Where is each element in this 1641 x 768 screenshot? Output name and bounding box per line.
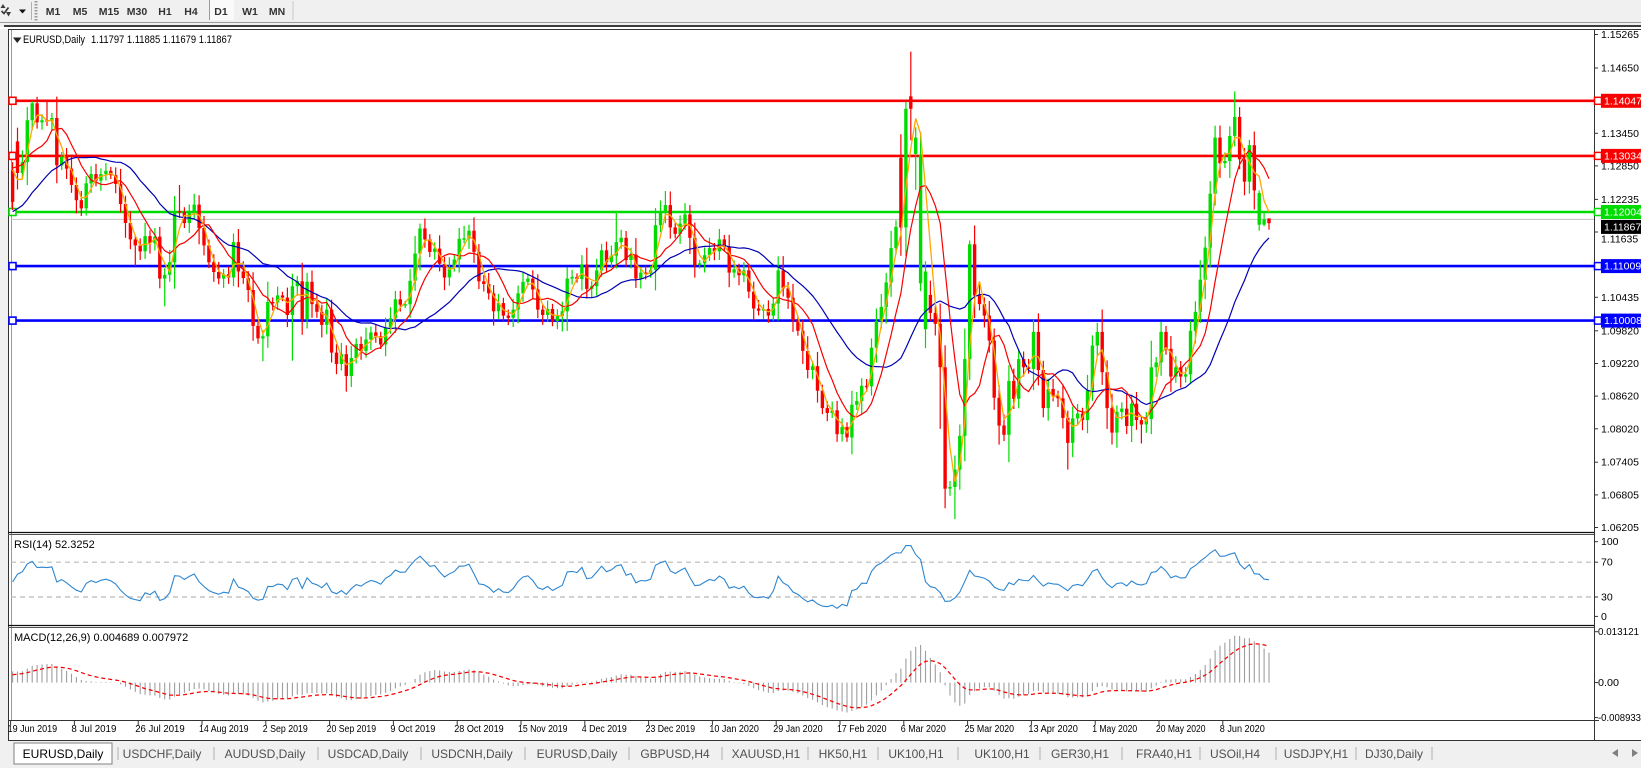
svg-text:1.12004: 1.12004 xyxy=(1604,207,1641,219)
svg-text:UK100,H1: UK100,H1 xyxy=(974,747,1030,761)
svg-text:GER30,H1: GER30,H1 xyxy=(1051,747,1109,761)
svg-text:70: 70 xyxy=(1601,557,1613,569)
svg-text:1.10008: 1.10008 xyxy=(1604,315,1641,327)
svg-text:1.09220: 1.09220 xyxy=(1601,358,1639,370)
svg-text:1.10435: 1.10435 xyxy=(1601,292,1639,304)
svg-text:6 Mar 2020: 6 Mar 2020 xyxy=(901,724,946,735)
svg-text:M1: M1 xyxy=(46,6,61,18)
svg-text:1.09820: 1.09820 xyxy=(1601,325,1639,337)
svg-text:-0.008933: -0.008933 xyxy=(1598,712,1641,724)
svg-text:100: 100 xyxy=(1601,536,1619,548)
svg-text:9 Oct 2019: 9 Oct 2019 xyxy=(390,724,435,735)
svg-text:30: 30 xyxy=(1601,592,1613,604)
svg-text:USDCHF,Daily: USDCHF,Daily xyxy=(123,747,202,761)
svg-text:EURUSD,Daily: EURUSD,Daily xyxy=(537,747,618,761)
svg-text:15 Nov 2019: 15 Nov 2019 xyxy=(518,724,568,735)
svg-text:RSI(14) 52.3252: RSI(14) 52.3252 xyxy=(14,539,95,551)
svg-text:HK50,H1: HK50,H1 xyxy=(819,747,868,761)
svg-text:M15: M15 xyxy=(99,6,120,18)
svg-text:10 Jan 2020: 10 Jan 2020 xyxy=(709,724,759,735)
svg-text:13 Apr 2020: 13 Apr 2020 xyxy=(1028,724,1078,735)
svg-text:1.11635: 1.11635 xyxy=(1601,234,1638,246)
svg-text:1.08620: 1.08620 xyxy=(1601,391,1639,403)
svg-text:USDCAD,Daily: USDCAD,Daily xyxy=(328,747,409,761)
svg-text:1.12235: 1.12235 xyxy=(1601,194,1639,206)
svg-text:USOil,H4: USOil,H4 xyxy=(1210,747,1260,761)
svg-text:FRA40,H1: FRA40,H1 xyxy=(1136,747,1192,761)
svg-text:20 May 2020: 20 May 2020 xyxy=(1156,724,1206,735)
svg-text:GBPUSD,H4: GBPUSD,H4 xyxy=(640,747,710,761)
svg-text:17 Feb 2020: 17 Feb 2020 xyxy=(837,724,887,735)
svg-text:1.11009: 1.11009 xyxy=(1604,261,1641,273)
svg-text:XAUUSD,H1: XAUUSD,H1 xyxy=(732,747,801,761)
svg-text:USDCNH,Daily: USDCNH,Daily xyxy=(431,747,512,761)
svg-text:1.13034: 1.13034 xyxy=(1604,150,1641,162)
svg-text:1.07405: 1.07405 xyxy=(1601,457,1639,469)
svg-text:8 Jul 2019: 8 Jul 2019 xyxy=(71,724,116,735)
svg-text:AUDUSD,Daily: AUDUSD,Daily xyxy=(225,747,306,761)
svg-text:8 Jun 2020: 8 Jun 2020 xyxy=(1220,724,1265,735)
svg-text:1.12850: 1.12850 xyxy=(1601,160,1639,172)
svg-text:14 Aug 2019: 14 Aug 2019 xyxy=(199,724,249,735)
svg-text:28 Oct 2019: 28 Oct 2019 xyxy=(454,724,504,735)
svg-text:M30: M30 xyxy=(127,6,148,18)
svg-text:DJ30,Daily: DJ30,Daily xyxy=(1365,747,1423,761)
svg-text:2 Sep 2019: 2 Sep 2019 xyxy=(263,724,308,735)
svg-text:1.06805: 1.06805 xyxy=(1601,489,1639,501)
svg-text:1.11797 1.11885 1.11679 1.1186: 1.11797 1.11885 1.11679 1.11867 xyxy=(91,34,232,46)
svg-text:H4: H4 xyxy=(184,6,198,18)
svg-text:EURUSD,Daily: EURUSD,Daily xyxy=(23,34,85,46)
svg-text:23 Dec 2019: 23 Dec 2019 xyxy=(646,724,696,735)
svg-text:19 Jun 2019: 19 Jun 2019 xyxy=(8,724,58,735)
svg-text:29 Jan 2020: 29 Jan 2020 xyxy=(773,724,823,735)
svg-text:4 Dec 2019: 4 Dec 2019 xyxy=(582,724,627,735)
svg-text:UK100,H1: UK100,H1 xyxy=(888,747,944,761)
svg-text:D1: D1 xyxy=(214,6,228,18)
svg-text:1.06205: 1.06205 xyxy=(1601,522,1639,534)
svg-text:20 Sep 2019: 20 Sep 2019 xyxy=(327,724,377,735)
svg-text:M5: M5 xyxy=(73,6,88,18)
svg-text:EURUSD,Daily: EURUSD,Daily xyxy=(23,747,104,761)
svg-text:25 Mar 2020: 25 Mar 2020 xyxy=(965,724,1015,735)
svg-text:0.00: 0.00 xyxy=(1598,677,1619,689)
svg-text:0.013121: 0.013121 xyxy=(1598,626,1639,638)
svg-text:26 Jul 2019: 26 Jul 2019 xyxy=(135,724,185,735)
svg-text:1.14047: 1.14047 xyxy=(1604,95,1641,107)
svg-text:MACD(12,26,9) 0.004689 0.00797: MACD(12,26,9) 0.004689 0.007972 xyxy=(14,632,188,644)
svg-text:1.14650: 1.14650 xyxy=(1601,63,1639,75)
svg-text:W1: W1 xyxy=(242,6,258,18)
svg-text:USDJPY,H1: USDJPY,H1 xyxy=(1284,747,1349,761)
svg-text:1 May 2020: 1 May 2020 xyxy=(1092,724,1137,735)
svg-text:1.11867: 1.11867 xyxy=(1604,221,1641,233)
svg-text:H1: H1 xyxy=(158,6,172,18)
svg-text:MN: MN xyxy=(269,6,285,18)
svg-text:1.13450: 1.13450 xyxy=(1601,128,1639,140)
svg-text:0: 0 xyxy=(1601,611,1607,623)
svg-text:1.08020: 1.08020 xyxy=(1601,423,1639,435)
svg-text:1.15265: 1.15265 xyxy=(1601,29,1639,41)
